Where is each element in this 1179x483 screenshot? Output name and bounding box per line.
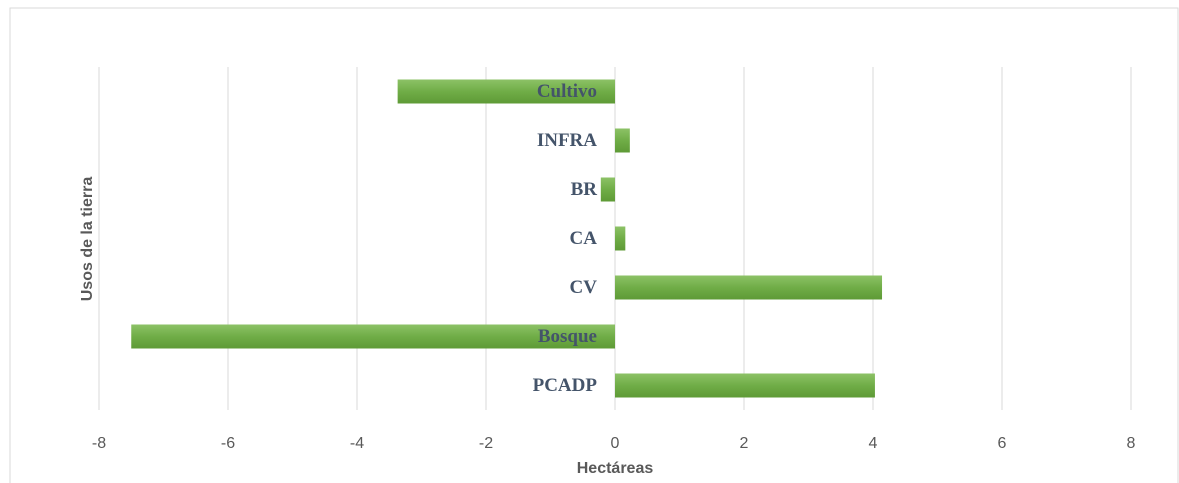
x-tick-label: 2: [740, 435, 749, 452]
x-tick-label: 4: [869, 435, 878, 452]
y-tick-label: INFRA: [537, 130, 597, 151]
chart-frame: [9, 7, 1179, 483]
y-tick-label: PCADP: [533, 375, 598, 396]
bar: [615, 373, 875, 398]
bar: [615, 226, 626, 251]
x-tick-label: 6: [998, 435, 1007, 452]
x-tick-label: 8: [1127, 435, 1136, 452]
y-tick-label: CV: [570, 277, 598, 298]
bar: [615, 275, 883, 300]
x-axis-title: Hectáreas: [577, 460, 654, 477]
y-tick-label: BR: [571, 179, 598, 200]
x-tick-label: -6: [221, 435, 235, 452]
y-axis-title: Usos de la tierra: [79, 177, 96, 302]
y-tick-label: CA: [570, 228, 598, 249]
bar: [600, 177, 615, 202]
x-tick-label: -2: [479, 435, 493, 452]
x-tick-label: -8: [92, 435, 106, 452]
bar: [397, 79, 615, 104]
bar: [615, 128, 630, 153]
x-tick-label: 0: [611, 435, 620, 452]
y-tick-label: Bosque: [538, 326, 597, 347]
y-tick-label: Cultivo: [537, 81, 597, 102]
bar: [131, 324, 615, 349]
x-tick-label: -4: [350, 435, 364, 452]
